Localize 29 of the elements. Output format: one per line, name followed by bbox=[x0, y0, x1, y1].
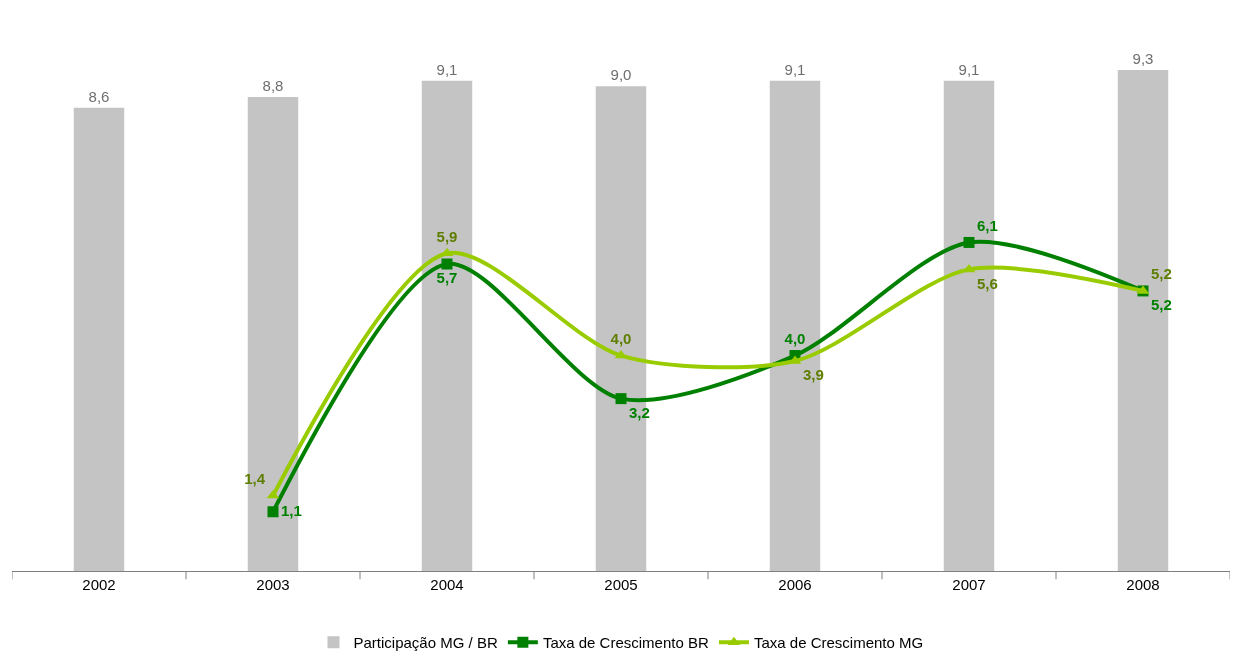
data-label: 9,1 bbox=[784, 60, 806, 78]
data-label: 9,1 bbox=[958, 60, 980, 78]
data-label: 8,8 bbox=[262, 77, 284, 95]
data-label: 5,6 bbox=[976, 274, 998, 292]
x-tick-label: 2004 bbox=[430, 576, 464, 593]
data-label: 5,7 bbox=[436, 269, 458, 287]
data-label: 4,0 bbox=[610, 329, 632, 347]
data-label: 9,0 bbox=[610, 66, 632, 84]
legend-label: Taxa de Crescimento BR bbox=[542, 634, 709, 652]
data-label: 1,4 bbox=[244, 469, 266, 487]
x-tick-label: 2003 bbox=[256, 576, 290, 593]
x-tick-label: 2007 bbox=[952, 576, 986, 593]
x-tick-label: 2008 bbox=[1126, 576, 1160, 593]
data-label: 5,2 bbox=[1150, 265, 1172, 283]
x-tick-label: 2006 bbox=[778, 576, 812, 593]
data-label: 3,2 bbox=[628, 403, 650, 421]
x-tick-label: 2002 bbox=[82, 576, 116, 593]
legend-label: Participação MG / BR bbox=[353, 634, 498, 652]
data-label: 5,9 bbox=[436, 227, 458, 245]
data-label: 6,1 bbox=[976, 216, 998, 234]
x-tick-label: 2005 bbox=[604, 576, 638, 593]
data-label: 9,1 bbox=[436, 60, 458, 78]
legend-label: Taxa de Crescimento MG bbox=[753, 634, 924, 652]
data-label: 4,0 bbox=[784, 329, 806, 347]
data-label: 3,9 bbox=[802, 366, 824, 384]
data-label: 9,3 bbox=[1132, 50, 1154, 68]
data-label: 8,6 bbox=[88, 87, 110, 105]
data-label: 1,1 bbox=[280, 501, 302, 519]
data-label: 5,2 bbox=[1150, 296, 1172, 314]
